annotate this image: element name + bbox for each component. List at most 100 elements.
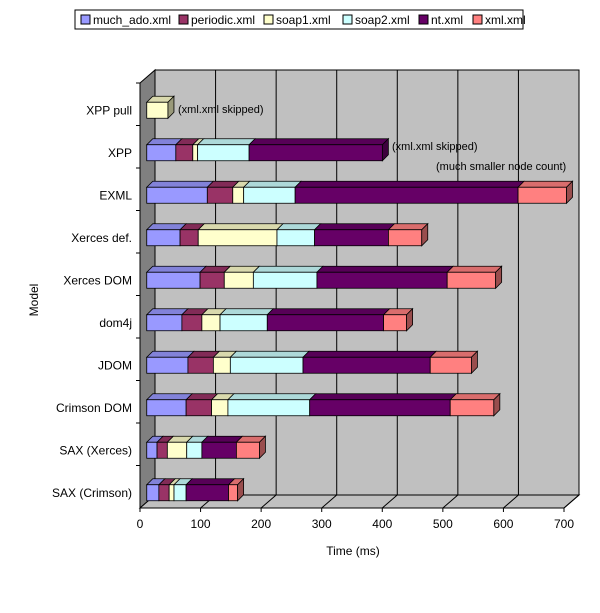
legend-swatch-soap2-xml [342,14,353,25]
bar-top-face [308,393,458,401]
bar-top-face [517,180,574,188]
bar-front-face [235,441,260,459]
bar-top-face [145,223,188,231]
bar-segment-exml-nt-xml [294,180,526,204]
bar-front-face [248,144,383,162]
bar-top-face [219,308,275,316]
category-label-sax-xerces: SAX (Xerces) [59,443,132,457]
bar-front-face [146,271,201,289]
bar-front-face [446,271,497,289]
bar-front-face [388,229,423,247]
bar-front-face [146,314,183,332]
legend-swatch-xml-xml [472,14,483,25]
bar-front-face [192,144,199,162]
bar-segment-exml-much-ado-xml [145,180,215,204]
bar-front-face [197,144,250,162]
bar-segment-xerces-dom-nt-xml [315,265,455,289]
x-axis-ticks: 0 100 200 300 400 500 600 700 [137,507,574,531]
bar-segment-jdom-nt-xml [302,350,438,374]
legend-label-soap2-xml: soap2.xml [355,13,410,27]
bar-top-face [242,180,303,188]
tick-label: 0 [137,517,144,531]
bar-front-face [187,356,214,374]
bar-front-face [228,484,239,502]
bar-segment-xerces-dom-xml-xml [446,265,503,289]
bar-front-face [212,356,231,374]
bar-segment-jdom-xml-xml [429,350,479,374]
floor-gridline [260,494,277,509]
bar-top-face [145,393,194,401]
bar-front-face [181,314,203,332]
category-label-exml: EXML [99,188,132,202]
bar-top-face [185,478,236,486]
bar-front-face [185,484,229,502]
bar-front-face [179,229,199,247]
bar-front-face [211,399,229,417]
y-axis-label: Model [27,284,41,317]
annotation-2: (xml.xml skipped) [392,141,478,153]
bar-segment-crimson-dom-xml-xml [449,393,501,417]
bar-top-face [145,350,195,358]
bar-top-face [145,180,215,188]
bar-front-face [168,484,175,502]
bar-front-face [199,271,225,289]
bar-end-cap-xerces-dom [495,265,503,290]
bar-segment-xpp-pull-soap1-xml [145,95,175,119]
bar-top-face [446,265,503,273]
category-label-dom4j: dom4j [99,316,132,330]
bar-segment-xerces-def-nt-xml [313,223,396,247]
bar-front-face [158,484,170,502]
bar-front-face [314,229,389,247]
legend-label-xml-xml: xml.xml [485,13,526,27]
bar-segment-xerces-def-soap2-xml [276,223,322,247]
legend-label-nt-xml: nt.xml [431,13,463,27]
bar-front-face [206,186,234,204]
bar-top-face [313,223,396,231]
floor-gridline [381,494,398,509]
bar-front-face [309,399,451,417]
bar-segment-jdom-periodic-xml [186,350,221,374]
bar-segment-xerces-def-soap1-xml [197,223,284,247]
bar-top-face [229,350,310,358]
bar-segment-exml-soap2-xml [242,180,303,204]
category-label-jdom: JDOM [98,358,132,372]
bar-end-cap-xpp-pull [167,95,175,120]
bar-top-face [429,350,479,358]
bar-top-face [197,223,284,231]
category-label-sax-crimson: SAX (Crimson) [52,486,132,500]
bar-segment-xpp-soap2-xml [196,138,257,162]
bar-segment-crimson-dom-much-ado-xml [145,393,194,417]
bar-front-face [197,229,278,247]
legend-swatch-much-ado-xml [80,14,91,25]
category-label-xpp-pull: XPP pull [86,103,132,117]
bar-segment-jdom-soap1-xml [212,350,238,374]
bar-top-face [226,393,317,401]
bar-end-cap-sax-crimson [237,477,245,502]
bar-end-cap-sax-xerces [259,435,266,460]
bar-front-face [146,101,169,119]
bar-front-face [252,271,318,289]
bar-front-face [156,441,168,459]
floor-gridline [503,494,519,509]
bar-top-face [302,350,438,358]
bar-segment-jdom-much-ado-xml [145,350,195,374]
floor-gridline [442,494,459,509]
bar-front-face [294,186,519,204]
bar-top-face [145,265,208,273]
bar-segment-dom4j-soap1-xml [200,308,228,332]
bar-top-face [449,393,501,401]
y-axis-category-labels: XPP pull XPP EXML Xerces def. Xerces DOM dom4… [52,82,140,500]
legend: much_ado.xml periodic.xml soap1.xml soap2.x… [74,9,526,30]
bar-front-face [276,229,315,247]
bar-segment-dom4j-soap2-xml [219,308,275,332]
bar-end-cap-jdom [471,350,478,375]
bar-segment-exml-periodic-xml [206,180,240,204]
bar-top-face [266,308,391,316]
bar-front-face [232,186,245,204]
bar-top-face [145,308,189,316]
tick-label: 500 [433,517,453,531]
bar-segment-exml-xml-xml [517,180,574,204]
tick-label: 200 [251,517,271,531]
annotation-3: (much smaller node count) [436,161,566,173]
